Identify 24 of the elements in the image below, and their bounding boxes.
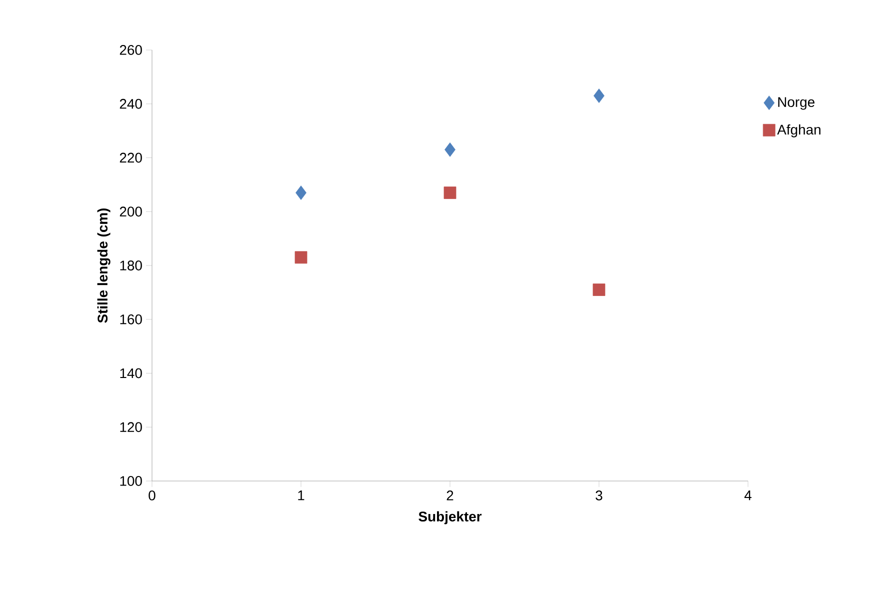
x-tick-label: 2 <box>446 490 454 500</box>
y-tick-label: 160 <box>120 314 142 324</box>
y-tick-label: 120 <box>120 422 142 432</box>
point <box>296 186 306 200</box>
y-tick-label: 220 <box>120 152 142 163</box>
y-tick-label: 180 <box>120 260 142 270</box>
x-tick-label: 1 <box>298 490 304 500</box>
point <box>444 186 456 199</box>
point <box>592 284 606 296</box>
y-tick-label: 240 <box>120 98 142 109</box>
x-tick-label: 0 <box>148 490 156 500</box>
y-tick-label: 140 <box>120 368 142 378</box>
y-tick-label: 200 <box>120 206 142 217</box>
legend-label: Norge <box>778 97 814 110</box>
legend-label: Afghan <box>777 124 820 138</box>
y-axis-title: Stille lengde (cm) <box>97 208 110 323</box>
point <box>594 88 604 103</box>
y-tick-label: 100 <box>120 476 142 486</box>
point <box>444 142 456 157</box>
x-tick-label: 4 <box>744 490 752 500</box>
y-tick-label: 260 <box>120 45 142 55</box>
x-tick-label: 3 <box>596 490 602 500</box>
x-axis-title: Subjekter <box>418 511 482 524</box>
point <box>294 251 308 264</box>
